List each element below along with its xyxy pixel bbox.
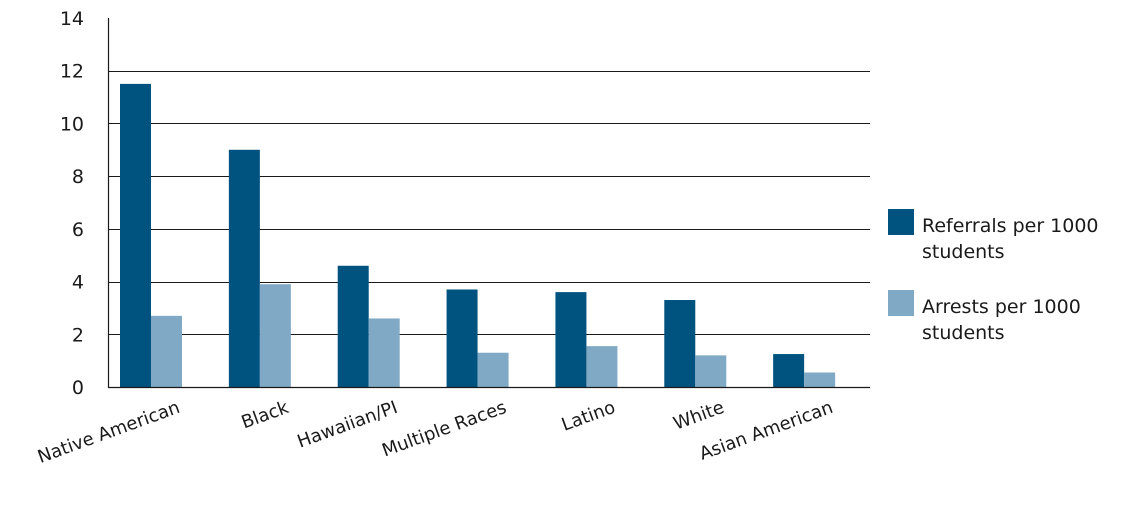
category-label: Native American: [35, 397, 183, 468]
y-tick-label: 12: [60, 61, 84, 83]
y-tick-labels: 0 2 4 6 8 10 12 14: [60, 8, 84, 399]
y-tick-label: 0: [72, 377, 84, 399]
y-tick-label: 2: [72, 324, 84, 346]
y-tick-label: 8: [72, 166, 84, 188]
bar-referrals: [228, 149, 260, 387]
y-tick-label: 10: [60, 113, 84, 135]
bar-arrests: [695, 355, 727, 387]
legend-label-arrests-line2: students: [922, 322, 1005, 344]
category-label: Latino: [559, 397, 618, 436]
category-labels: Native American Black Hawaiian/PIMultiple …: [35, 397, 836, 468]
legend-swatch-arrests: [888, 290, 914, 316]
legend-label-referrals-line2: students: [922, 241, 1005, 263]
gridlines: [108, 71, 870, 335]
category-label: Multiple Races: [379, 397, 509, 461]
legend-item-referrals: Referrals per 1000 students: [888, 209, 1099, 263]
bar-referrals: [773, 354, 805, 387]
bar-arrests: [477, 352, 509, 387]
category-label: White: [671, 397, 727, 435]
y-tick-label: 14: [60, 8, 84, 30]
legend-item-arrests: Arrests per 1000 students: [888, 290, 1081, 344]
bar-referrals: [120, 83, 151, 388]
legend-label-arrests-line1: Arrests per 1000: [922, 296, 1081, 318]
y-tick-label: 4: [72, 272, 84, 294]
bar-referrals: [664, 300, 696, 387]
legend-label-referrals-line1: Referrals per 1000: [922, 215, 1099, 237]
bar-arrests: [151, 315, 182, 387]
legend: Referrals per 1000 students Arrests per …: [888, 209, 1099, 344]
bars: [120, 83, 836, 388]
bar-arrests: [586, 346, 618, 387]
category-label: Black: [239, 397, 292, 434]
y-tick-label: 6: [72, 219, 84, 241]
bar-referrals: [446, 289, 478, 387]
axes: [107, 18, 870, 389]
bar-arrests: [804, 372, 836, 387]
bar-referrals: [555, 292, 587, 387]
legend-swatch-referrals: [888, 209, 914, 235]
bar-referrals: [337, 265, 369, 387]
bar-arrests: [368, 318, 400, 387]
bar-arrests: [259, 284, 291, 387]
